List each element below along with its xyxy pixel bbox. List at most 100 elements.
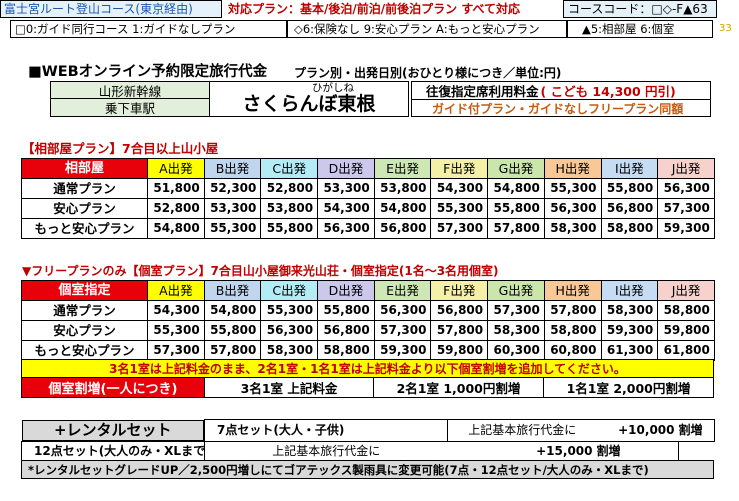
- web-price-title: ■WEBオンライン予約限定旅行代金: [28, 64, 268, 80]
- price-cell: 56,800: [373, 218, 432, 239]
- rental-footnote: *レンタルセットグレードUP／2,500円増しにてゴアテックス製雨具に変更可能(…: [21, 460, 714, 479]
- station-name: さくらんぼ東根: [242, 93, 376, 115]
- price-cell: 59,800: [430, 340, 489, 361]
- row-label: 安心プラン: [21, 320, 148, 341]
- rental-amount: +10,000: [596, 419, 679, 442]
- fare-label: 往復指定席利用料金: [426, 84, 539, 99]
- price-cell: 60,300: [487, 340, 545, 361]
- train-line: 山形新幹線: [50, 81, 210, 99]
- price-cell: 56,800: [317, 320, 375, 341]
- room-code-legend: ▲5:相部屋 6:個室: [567, 20, 713, 38]
- price-cell: 54,800: [373, 198, 432, 219]
- price-cell: 57,300: [487, 300, 545, 321]
- rental-description: 上記基本旅行代金に: [204, 440, 448, 462]
- fare-box: 往復指定席利用料金 ( こども 14,300 円引): [411, 81, 711, 100]
- rental-set-name: 7点セット(大人・子供): [204, 419, 448, 442]
- price-cell: 53,300: [317, 178, 375, 199]
- price-cell: 55,800: [317, 300, 375, 321]
- shared-corner: 相部屋: [21, 158, 148, 179]
- price-cell: 55,300: [203, 218, 262, 239]
- column-header-f: F出発: [430, 280, 489, 301]
- price-cell: 55,800: [203, 320, 262, 341]
- row-label: 安心プラン: [21, 198, 148, 219]
- price-cell: 56,800: [600, 198, 659, 219]
- web-price-subtitle: プラン別・出発日別(おひとり様につき／単位:円): [294, 66, 562, 80]
- surcharge-triple-room: 3名1室 上記料金: [204, 377, 374, 398]
- price-cell: 53,300: [203, 198, 262, 219]
- surcharge-single-room: 1名1室 2,000円割増: [543, 377, 714, 398]
- price-cell: 52,800: [260, 178, 319, 199]
- column-header-e: E出発: [373, 158, 432, 179]
- price-cell: 58,300: [487, 320, 545, 341]
- price-cell: 56,300: [373, 300, 432, 321]
- column-header-b: B出発: [203, 158, 262, 179]
- guide-code-legend: □0:ガイド同行コース 1:ガイドなしプラン: [10, 20, 287, 38]
- price-cell: 55,800: [600, 178, 659, 199]
- price-cell: 55,300: [147, 320, 205, 341]
- column-header-a: A出発: [147, 280, 205, 301]
- row-label: 通常プラン: [21, 178, 148, 199]
- price-cell: 55,300: [543, 178, 602, 199]
- insurance-code-legend: ◇6:保険なし 9:安心プラン A:もっと安心プラン: [287, 20, 567, 38]
- surcharge-double-room: 2名1室 1,000円割増: [373, 377, 544, 398]
- station-reading: ひがしね: [312, 82, 354, 94]
- row-label: もっと安心プラン: [21, 218, 148, 239]
- price-cell: 58,800: [657, 300, 715, 321]
- column-header-i: I出発: [600, 158, 659, 179]
- price-cell: 59,300: [600, 320, 659, 341]
- private-section-title: ▼フリープランのみ【個室プラン】7合目山小屋御来光山荘・個室指定(1名～3名用個…: [22, 264, 499, 278]
- column-header-d: D出発: [317, 158, 375, 179]
- row-label: もっと安心プラン: [21, 340, 148, 361]
- shared-price-table: 相部屋 A出発 B出発 C出発 D出発 E出発 F出発 G出発 H出発 I出発 …: [21, 158, 715, 239]
- price-cell: 52,800: [147, 198, 205, 219]
- price-cell: 57,800: [487, 218, 545, 239]
- rental-description: 上記基本旅行代金に: [447, 419, 597, 442]
- fare-child-discount: ( こども 14,300 円引): [540, 84, 676, 99]
- price-cell: 52,300: [203, 178, 262, 199]
- table-row: もっと安心プラン 57,300 57,800 58,300 58,800 59,…: [21, 340, 715, 361]
- price-cell: 59,300: [657, 218, 715, 239]
- price-cell: 58,800: [543, 320, 602, 341]
- column-header-i: I出発: [600, 280, 659, 301]
- price-cell: 56,300: [317, 218, 375, 239]
- page-number: 33: [719, 23, 732, 34]
- column-header-d: D出発: [317, 280, 375, 301]
- column-header-c: C出発: [260, 280, 319, 301]
- price-cell: 51,800: [147, 178, 205, 199]
- price-cell: 58,800: [317, 340, 375, 361]
- table-row: 安心プラン 55,300 55,800 56,300 56,800 57,300…: [21, 320, 715, 341]
- column-header-g: G出発: [487, 158, 545, 179]
- rental-unit: 割増: [596, 440, 679, 462]
- surcharge-label: 個室割増(一人につき): [21, 377, 205, 398]
- price-cell: 57,300: [373, 320, 432, 341]
- rental-label: +レンタルセット: [21, 419, 204, 441]
- column-header-e: E出発: [373, 280, 432, 301]
- table-row: 通常プラン 54,300 54,800 55,300 55,800 56,300…: [21, 300, 715, 321]
- table-row: 安心プラン 52,800 53,300 53,800 54,300 54,800…: [21, 198, 715, 219]
- price-cell: 57,300: [430, 218, 489, 239]
- price-cell: 55,800: [260, 218, 319, 239]
- price-cell: 56,300: [260, 320, 319, 341]
- column-header-b: B出発: [203, 280, 262, 301]
- price-cell: 58,300: [600, 300, 659, 321]
- price-cell: 54,800: [487, 178, 545, 199]
- rental-amount: +15,000: [447, 440, 597, 462]
- price-cell: 57,800: [203, 340, 262, 361]
- fare-note: ガイド付プラン・ガイドなしフリープラン同額: [411, 99, 711, 117]
- column-header-a: A出発: [147, 158, 205, 179]
- private-price-table: 個室指定 A出発 B出発 C出発 D出発 E出発 F出発 G出発 H出発 I出発…: [21, 280, 715, 361]
- column-header-j: J出発: [657, 158, 715, 179]
- price-cell: 55,300: [430, 198, 489, 219]
- table-row: 通常プラン 51,800 52,300 52,800 53,300 53,800…: [21, 178, 715, 199]
- column-header-j: J出発: [657, 280, 715, 301]
- price-cell: 61,300: [600, 340, 659, 361]
- column-header-f: F出発: [430, 158, 489, 179]
- price-cell: 55,300: [260, 300, 319, 321]
- private-room-note: 3名1室は上記料金のまま、2名1室・1名1室は上記料金より以下個室割増を追加して…: [21, 359, 714, 378]
- station-box: ひがしね さくらんぼ東根: [209, 81, 409, 117]
- price-cell: 60,800: [543, 340, 602, 361]
- price-cell: 54,300: [430, 178, 489, 199]
- column-header-h: H出発: [543, 158, 602, 179]
- price-cell: 56,800: [430, 300, 489, 321]
- price-cell: 58,300: [260, 340, 319, 361]
